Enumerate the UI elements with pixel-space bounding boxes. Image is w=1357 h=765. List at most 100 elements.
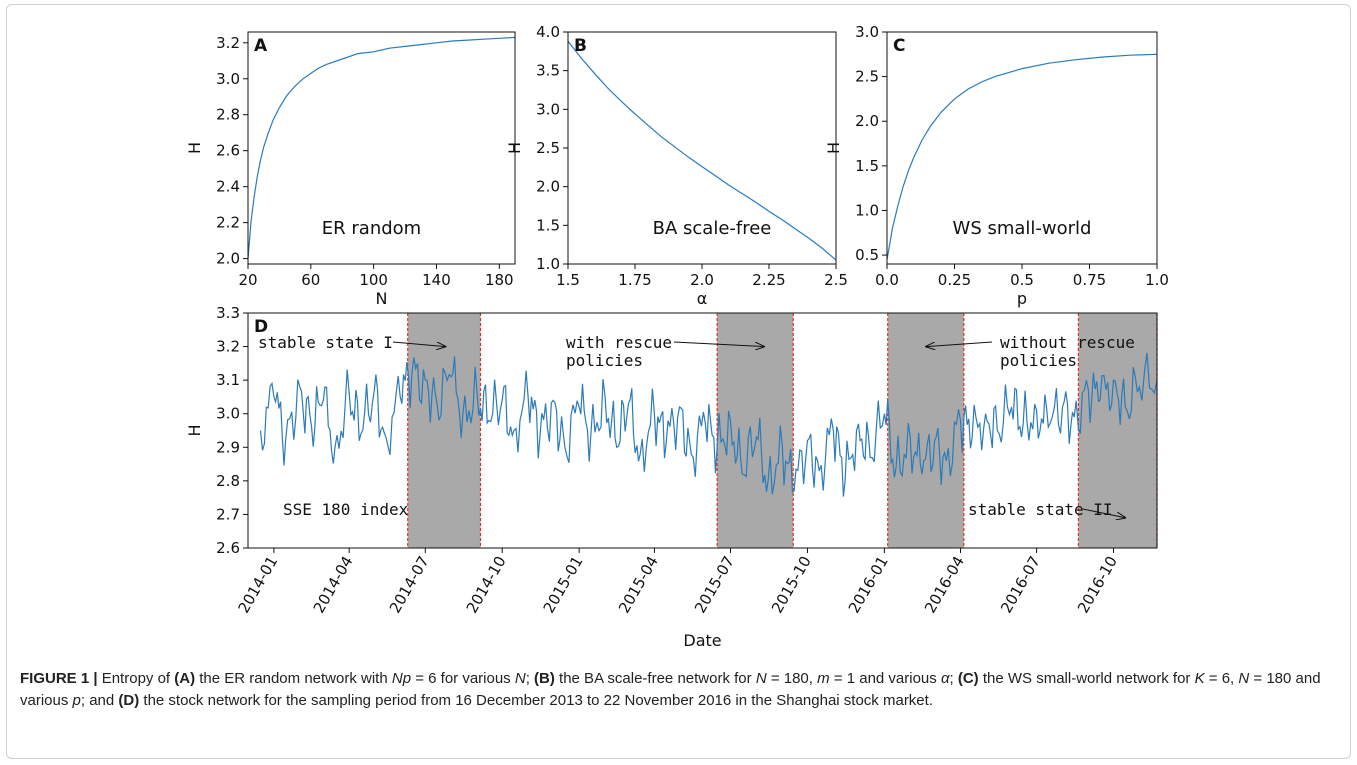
caption-text: ;: [525, 670, 535, 687]
caption-ref-b: (B): [534, 670, 555, 687]
y-axis-label: H: [824, 142, 843, 154]
y-tick-label: 2.9: [216, 438, 240, 456]
y-tick-label: 4.0: [536, 23, 560, 41]
y-tick-label: 2.8: [216, 472, 240, 490]
x-axis-label: Date: [683, 631, 721, 650]
shaded-period-3: [887, 313, 964, 548]
x-axis-label: α: [697, 289, 708, 308]
annotation-text: policies: [566, 351, 643, 370]
caption-math: N: [755, 670, 767, 687]
annotation-text: policies: [1000, 351, 1077, 370]
y-tick-label: 2.8: [216, 106, 240, 124]
y-tick-label: 1.5: [536, 216, 560, 234]
y-tick-label: 1.0: [855, 201, 879, 219]
x-tick-label: 1.0: [1145, 271, 1169, 289]
annotation-text: stable state II: [968, 500, 1113, 519]
y-axis-label: H: [185, 424, 204, 436]
panel-a: 2.0 2.2 2.4 2.6 2.8 3.0 3.2 20 60 100 140 180 H N A ER …: [185, 31, 516, 308]
y-axis-label: H: [185, 142, 204, 154]
x-tick-label: 1.5: [556, 271, 580, 289]
y-tick-label: 1.5: [855, 157, 879, 175]
x-tick-label: 2015-01: [540, 553, 587, 616]
caption-text: = 6 for various: [411, 670, 515, 687]
y-tick-label: 2.0: [216, 250, 240, 268]
panel-letter: C: [893, 36, 905, 56]
caption-text: = 6,: [1204, 670, 1239, 687]
annotation-arrow: [673, 341, 764, 347]
caption-text: the ER random network with: [195, 670, 392, 687]
x-tick-label: 2014-04: [310, 553, 357, 616]
x-tick-label: 2014-10: [463, 553, 510, 616]
y-axis-label: H: [505, 142, 524, 154]
caption-ref-d: (D): [118, 692, 140, 709]
x-tick-label: 180: [485, 271, 514, 289]
caption-math: N: [514, 670, 526, 687]
caption-text: Entropy of: [97, 670, 175, 687]
x-tick-label: 2.0: [690, 271, 714, 289]
panel-b: 1.01.52.02.53.03.54.01.5 1.75 2.0 2.25 2.5Hα…: [505, 23, 848, 308]
x-tick-label: 2015-07: [691, 553, 738, 616]
x-tick-label: 140: [422, 271, 451, 289]
y-tick-label: 2.6: [216, 539, 240, 557]
annotation-arrow: [1082, 508, 1125, 518]
panel-c: 0.5 1.0 1.5 2.0 2.5 3.0 0.0 0.25 0.5 0.75 1.0 Hp C WS…: [824, 23, 1169, 308]
figure-frame: [6, 4, 1351, 759]
panel-letter: D: [254, 317, 268, 337]
x-tick-label: 2016-10: [1074, 553, 1121, 616]
x-tick-label: 0.5: [1010, 271, 1034, 289]
y-tick-label: 3.2: [216, 34, 240, 52]
y-tick-label: 2.0: [536, 178, 560, 196]
y-tick-label: 3.0: [855, 23, 879, 41]
caption-text: ;: [949, 670, 958, 687]
series-line-1: [886, 53, 1158, 260]
caption-text: the WS small-world network for: [978, 670, 1195, 687]
y-tick-label: 2.4: [216, 178, 240, 196]
x-tick-label: 2016-01: [845, 553, 892, 616]
axes-frame: [247, 31, 516, 265]
caption-math: p: [72, 692, 81, 709]
caption-math: N: [1238, 670, 1250, 687]
annotation-arrow: [392, 341, 445, 347]
caption-text: = 180,: [766, 670, 818, 687]
x-tick-label: 2014-07: [386, 553, 433, 616]
x-tick-label: 0.0: [875, 271, 899, 289]
y-tick-label: 2.6: [216, 142, 240, 160]
panel-d: 2.6 2.7 2.8 2.9 3.0 3.1 3.2 3.3 2014-01 2014-04 20…: [185, 304, 1158, 650]
x-axis-label: p: [1017, 289, 1027, 308]
annotation-text: SSE 180 index: [283, 500, 409, 519]
caption-math: K: [1194, 670, 1205, 687]
annotation-text: without rescue: [1000, 333, 1135, 352]
x-tick-label: 2016-07: [997, 553, 1044, 616]
y-tick-label: 3.3: [216, 304, 240, 322]
x-axis-label: N: [376, 289, 388, 308]
x-tick-label: 60: [301, 271, 320, 289]
caption-text: = 180 and various: [20, 670, 1321, 709]
figure-chart: 2.0 2.2 2.4 2.6 2.8 3.0 3.2 20 60 100 140 180 H N A ER …: [185, 23, 1169, 650]
x-tick-label: 100: [359, 271, 388, 289]
y-tick-label: 2.5: [855, 68, 879, 86]
y-tick-label: 3.5: [536, 62, 560, 80]
x-tick-label: 2.25: [752, 271, 785, 289]
x-tick-label: 2.5: [824, 271, 848, 289]
x-tick-label: 2015-10: [768, 553, 815, 616]
x-tick-label: 2016-04: [921, 553, 968, 616]
caption-text: the BA scale-free network for: [554, 670, 756, 687]
x-tick-label: 2015-04: [615, 553, 662, 616]
y-tick-label: 3.0: [216, 70, 240, 88]
y-tick-label: 3.0: [536, 100, 560, 118]
panel-letter: B: [574, 36, 587, 56]
panel-annotation: WS small-world: [953, 218, 1092, 239]
series-line-1: [567, 40, 837, 261]
x-tick-label: 2014-01: [234, 553, 281, 616]
panel-annotation: BA scale-free: [653, 218, 772, 239]
x-tick-label: 0.25: [938, 271, 971, 289]
caption-text: the stock network for the sampling perio…: [139, 692, 933, 709]
shaded-period-4: [1078, 313, 1157, 548]
x-tick-label: 1.75: [618, 271, 651, 289]
y-tick-label: 2.0: [855, 112, 879, 130]
y-tick-label: 2.7: [216, 505, 240, 523]
y-tick-label: 0.5: [855, 246, 879, 264]
caption-label: FIGURE 1 |: [20, 670, 98, 687]
caption-math: Np: [391, 670, 412, 687]
annotation-text: stable state I: [258, 333, 393, 352]
